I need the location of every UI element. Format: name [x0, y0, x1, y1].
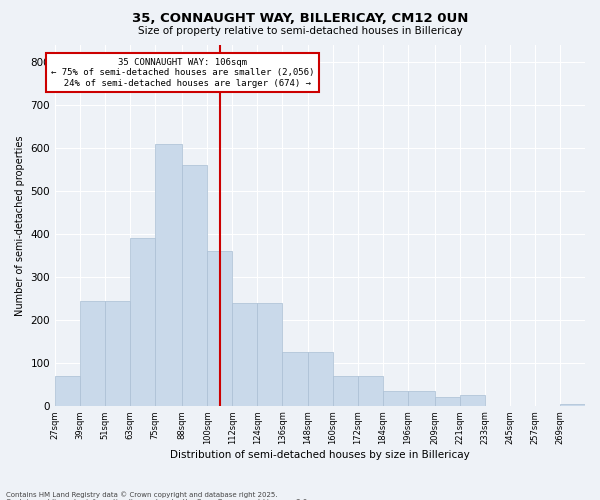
Bar — [560, 404, 585, 406]
Y-axis label: Number of semi-detached properties: Number of semi-detached properties — [15, 135, 25, 316]
Text: 35, CONNAUGHT WAY, BILLERICAY, CM12 0UN: 35, CONNAUGHT WAY, BILLERICAY, CM12 0UN — [132, 12, 468, 26]
Bar — [155, 144, 182, 406]
X-axis label: Distribution of semi-detached houses by size in Billericay: Distribution of semi-detached houses by … — [170, 450, 470, 460]
Bar — [80, 300, 105, 406]
Bar — [332, 376, 358, 406]
Bar — [232, 302, 257, 406]
Bar — [407, 390, 435, 406]
Bar — [208, 251, 232, 406]
Bar — [182, 165, 208, 406]
Bar — [130, 238, 155, 406]
Bar — [435, 397, 460, 406]
Bar — [460, 395, 485, 406]
Text: Contains HM Land Registry data © Crown copyright and database right 2025.: Contains HM Land Registry data © Crown c… — [6, 491, 277, 498]
Bar — [358, 376, 383, 406]
Bar — [308, 352, 332, 406]
Text: Size of property relative to semi-detached houses in Billericay: Size of property relative to semi-detach… — [137, 26, 463, 36]
Bar — [283, 352, 308, 406]
Bar — [383, 390, 407, 406]
Text: 35 CONNAUGHT WAY: 106sqm
← 75% of semi-detached houses are smaller (2,056)
  24%: 35 CONNAUGHT WAY: 106sqm ← 75% of semi-d… — [50, 58, 314, 88]
Bar — [257, 302, 283, 406]
Text: Contains public sector information licensed under the Open Government Licence v3: Contains public sector information licen… — [6, 499, 310, 500]
Bar — [55, 376, 80, 406]
Bar — [105, 300, 130, 406]
